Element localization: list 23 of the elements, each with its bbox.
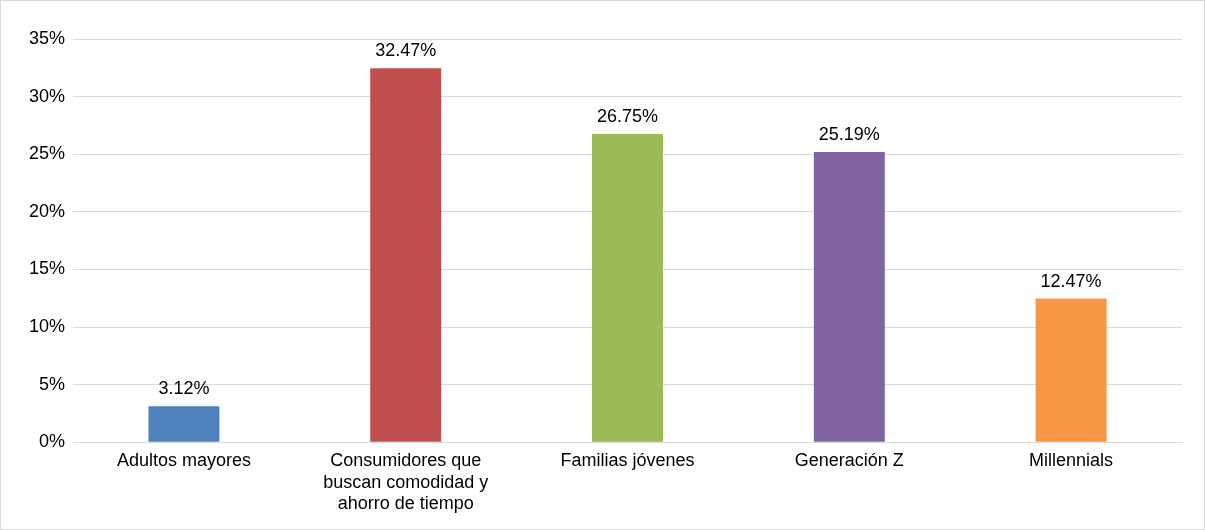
- x-tick-label: Adultos mayores: [116, 449, 251, 470]
- data-label: 32.47%: [375, 40, 437, 61]
- data-label: 25.19%: [818, 123, 880, 144]
- bar: [148, 406, 220, 442]
- bar: [370, 68, 442, 442]
- y-tick-label: 15%: [29, 258, 66, 279]
- x-tick-label: Generación Z: [794, 449, 904, 470]
- bar: [813, 152, 885, 442]
- x-tick-label: Familias jóvenes: [560, 449, 695, 470]
- y-tick-label: 5%: [39, 373, 66, 394]
- data-label: 3.12%: [158, 378, 210, 399]
- y-tick-label: 35%: [29, 27, 66, 48]
- data-label: 12.47%: [1040, 270, 1102, 291]
- bar: [1035, 298, 1107, 442]
- data-label: 26.75%: [596, 106, 659, 127]
- x-tick-label: Millennials: [1029, 449, 1114, 470]
- y-tick-label: 30%: [29, 85, 66, 106]
- y-tick-label: 20%: [29, 200, 66, 221]
- y-tick-label: 10%: [29, 315, 66, 336]
- y-tick-label: 25%: [29, 143, 66, 164]
- x-tick-label: Consumidores que buscan comodidad y ahorro de tiempo: [323, 449, 489, 514]
- bar: [592, 134, 663, 442]
- y-tick-label: 0%: [39, 431, 66, 452]
